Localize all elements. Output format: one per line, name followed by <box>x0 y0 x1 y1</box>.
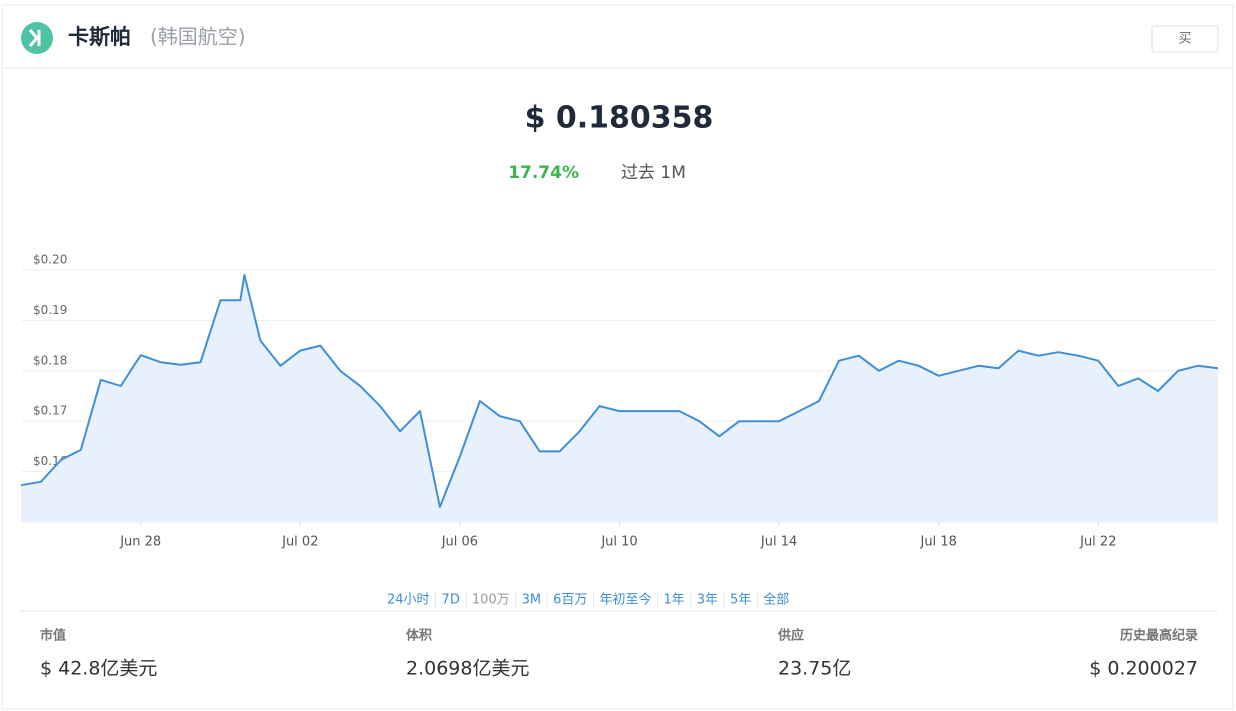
stat-label: 历史最高纪录 <box>1120 628 1198 644</box>
x-tick-label: Jul 14 <box>760 535 797 550</box>
stat-value: 23.75亿 <box>778 658 851 680</box>
stat-label: 体积 <box>406 628 432 644</box>
stats: 市值 $ 42.8亿美元 体积 2.0698亿美元 供应 23.75亿 历史最高纪录 $ 0.… <box>40 628 1198 680</box>
stat-value: $ 42.8亿美元 <box>40 658 157 680</box>
range-button[interactable]: 1年 <box>663 593 684 608</box>
stat-value: $ 0.200027 <box>1089 658 1198 680</box>
stat-label: 市值 <box>40 628 66 644</box>
range-button[interactable]: 3M <box>522 593 542 608</box>
range-button[interactable]: 3年 <box>697 593 718 608</box>
line <box>20 274 1219 508</box>
x-tick-label: Jun 28 <box>119 535 161 550</box>
x-tick-label: Jul 22 <box>1079 535 1116 550</box>
range-button[interactable]: 7D <box>442 593 460 608</box>
range-selector: 24小时 7D 100万 3M 6百万 年初至今 1年 3年 5年 全部 <box>387 591 789 609</box>
range-button[interactable]: 100万 <box>472 593 510 608</box>
range-button[interactable]: 24小时 <box>387 593 430 608</box>
y-tick-label: $0.19 <box>33 303 67 317</box>
y-tick-label: $0.17 <box>33 404 67 418</box>
x-tick-label: Jul 18 <box>920 535 957 550</box>
x-tick-label: Jul 02 <box>281 535 318 550</box>
change-label: 过去 1M <box>621 163 686 183</box>
subtitle: (韩国航空) <box>150 25 246 49</box>
buy-button[interactable] <box>1151 25 1219 53</box>
range-button[interactable]: 6百万 <box>553 593 587 608</box>
stat-value: 2.0698亿美元 <box>406 658 529 680</box>
logo-glyph <box>28 29 41 47</box>
title: 卡斯帕 <box>68 25 131 49</box>
change-value: 17.74% <box>508 163 579 183</box>
buy-button-label[interactable]: 买 <box>1178 32 1191 47</box>
area <box>21 275 1218 522</box>
range-button[interactable]: 5年 <box>730 593 751 608</box>
stat-label: 供应 <box>777 628 804 644</box>
range-button[interactable]: 年初至今 <box>599 592 651 608</box>
x-tick-label: Jul 06 <box>441 535 478 550</box>
y-tick-label: $0.20 <box>33 253 67 267</box>
price: $ 0.180358 <box>525 101 714 136</box>
x-tick-label: Jul 10 <box>600 535 637 550</box>
range-button[interactable]: 全部 <box>763 592 789 608</box>
y-tick-label: $0.18 <box>33 353 67 367</box>
